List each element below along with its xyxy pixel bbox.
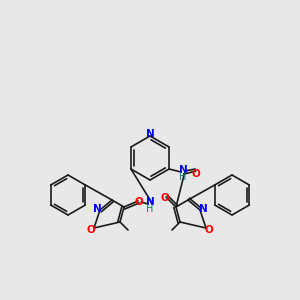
Text: O: O [160,193,169,203]
Text: N: N [93,204,101,214]
Text: H: H [146,204,154,214]
Text: N: N [146,129,154,139]
Text: N: N [179,165,188,175]
Text: O: O [87,225,95,235]
Text: O: O [205,225,213,235]
Text: H: H [179,172,187,182]
Text: O: O [135,197,143,207]
Text: N: N [199,204,207,214]
Text: N: N [146,197,154,207]
Text: O: O [192,169,200,179]
